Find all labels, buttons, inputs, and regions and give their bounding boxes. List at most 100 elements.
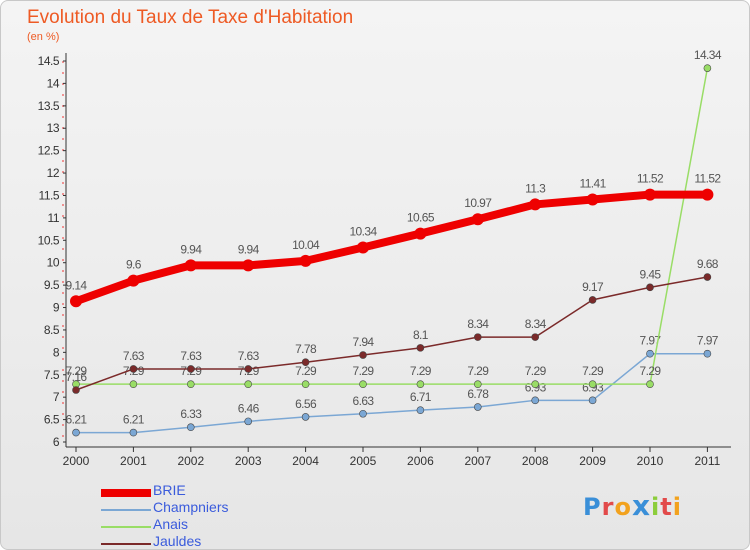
legend-item-anais: Anais	[101, 516, 361, 536]
y-tick-label: 10.5	[38, 233, 60, 247]
data-point-jauldes	[416, 344, 425, 352]
y-tick-label: 12.5	[38, 144, 60, 158]
series-brie: 9.14 9.6 9.94 9.94 10.04 10.34 10.65 10.97 11.3 1…	[66, 172, 722, 308]
data-point-brie	[357, 241, 369, 254]
data-point-brie	[242, 259, 255, 272]
data-label-champniers: 6.56	[295, 397, 317, 411]
x-tick-label: 2007	[464, 454, 491, 468]
data-label-jauldes: 8.34	[525, 317, 547, 331]
data-point-jauldes	[129, 365, 138, 373]
data-label-anais: 7.29	[525, 364, 547, 378]
data-point-anais	[416, 380, 425, 388]
data-label-jauldes: 8.1	[413, 328, 429, 342]
data-point-anais	[301, 380, 310, 388]
x-tick-label: 2000	[63, 454, 90, 468]
legend-label-jauldes: Jauldes	[153, 533, 202, 549]
y-tick-label: 10	[47, 256, 60, 270]
y-tick-label: 6	[53, 435, 60, 449]
data-label-champniers: 6.21	[66, 413, 88, 427]
x-tick-label: 2003	[235, 454, 262, 468]
legend-swatch-champniers	[101, 509, 151, 511]
data-label-anais: 14.34	[694, 48, 722, 62]
x-tick-label: 2001	[120, 454, 147, 468]
data-label-champniers: 6.33	[180, 407, 202, 421]
legend-swatch-anais	[101, 526, 151, 528]
y-tick-label: 9	[53, 301, 60, 315]
data-point-brie	[471, 213, 484, 226]
x-tick-label: 2008	[522, 454, 549, 468]
data-point-champniers	[359, 409, 367, 418]
y-tick-label: 8.5	[44, 323, 60, 337]
data-point-jauldes	[646, 283, 654, 292]
data-point-champniers	[473, 403, 482, 411]
data-label-brie: 11.3	[525, 181, 546, 195]
x-tick-label: 2005	[350, 454, 377, 468]
data-point-jauldes	[301, 358, 310, 367]
data-point-champniers	[72, 428, 80, 437]
x-tick-label: 2004	[292, 454, 319, 468]
data-label-anais: 7.29	[410, 364, 432, 378]
data-label-brie: 10.04	[292, 238, 320, 252]
series-line-champniers	[75, 352, 709, 434]
data-label-jauldes: 9.68	[697, 257, 719, 271]
data-point-brie	[701, 188, 714, 201]
data-point-anais	[129, 380, 138, 388]
data-point-anais	[531, 380, 540, 388]
data-point-brie	[414, 227, 427, 240]
data-label-brie: 11.52	[694, 172, 721, 186]
data-label-anais: 7.29	[582, 364, 604, 378]
data-point-anais	[359, 380, 367, 388]
legend: BRIE Champniers Anais Jauldes	[101, 482, 361, 549]
data-label-jauldes: 9.45	[640, 267, 662, 281]
data-point-brie	[644, 188, 656, 201]
series-line-anais	[75, 67, 709, 385]
data-point-champniers	[416, 406, 425, 414]
y-tick-label: 7.5	[44, 368, 60, 382]
data-label-jauldes: 7.78	[295, 342, 317, 356]
data-point-champniers	[646, 349, 654, 358]
data-point-jauldes	[703, 273, 712, 281]
data-label-champniers: 6.63	[353, 394, 375, 408]
data-label-champniers: 7.97	[697, 334, 719, 348]
data-label-anais: 7.29	[353, 364, 375, 378]
data-label-anais: 7.29	[640, 364, 662, 378]
data-label-jauldes: 7.94	[353, 335, 375, 349]
x-tick-label: 2011	[694, 454, 720, 468]
legend-item-jauldes: Jauldes	[101, 533, 361, 549]
data-label-anais: 7.29	[467, 364, 489, 378]
y-tick-label: 11	[48, 211, 60, 225]
data-label-champniers: 6.78	[467, 387, 489, 401]
data-point-brie	[529, 198, 542, 211]
data-label-brie: 11.41	[580, 177, 607, 191]
y-tick-label: 13	[47, 121, 60, 135]
data-label-champniers: 6.71	[410, 390, 432, 404]
data-label-brie: 9.14	[66, 278, 88, 292]
x-tick-label: 2002	[177, 454, 204, 468]
data-point-brie	[184, 259, 197, 272]
y-tick-label: 7	[53, 390, 60, 404]
data-label-jauldes: 7.63	[238, 349, 260, 363]
data-label-champniers: 6.46	[238, 401, 260, 415]
series-line-jauldes	[75, 276, 709, 391]
data-label-anais: 7.29	[295, 364, 317, 378]
data-point-anais	[588, 380, 597, 388]
y-axis-unit: (en %)	[27, 31, 60, 43]
data-label-brie: 10.34	[349, 224, 377, 238]
y-tick-label: 11.5	[39, 188, 60, 202]
data-point-anais	[187, 380, 195, 388]
y-tick-label: 13.5	[38, 99, 60, 113]
legend-label-anais: Anais	[153, 516, 189, 532]
data-label-jauldes: 7.63	[180, 349, 202, 363]
data-label-champniers: 6.21	[123, 413, 145, 427]
series-line-brie	[72, 190, 712, 306]
data-point-brie	[127, 274, 140, 287]
legend-label-champniers: Champniers	[153, 499, 229, 515]
data-point-champniers	[301, 413, 310, 421]
data-point-anais	[473, 380, 482, 388]
data-point-anais	[244, 380, 252, 388]
data-point-champniers	[244, 417, 252, 426]
data-point-jauldes	[72, 386, 80, 394]
chart-title: Evolution du Taux de Taxe d'Habitation	[27, 7, 354, 28]
